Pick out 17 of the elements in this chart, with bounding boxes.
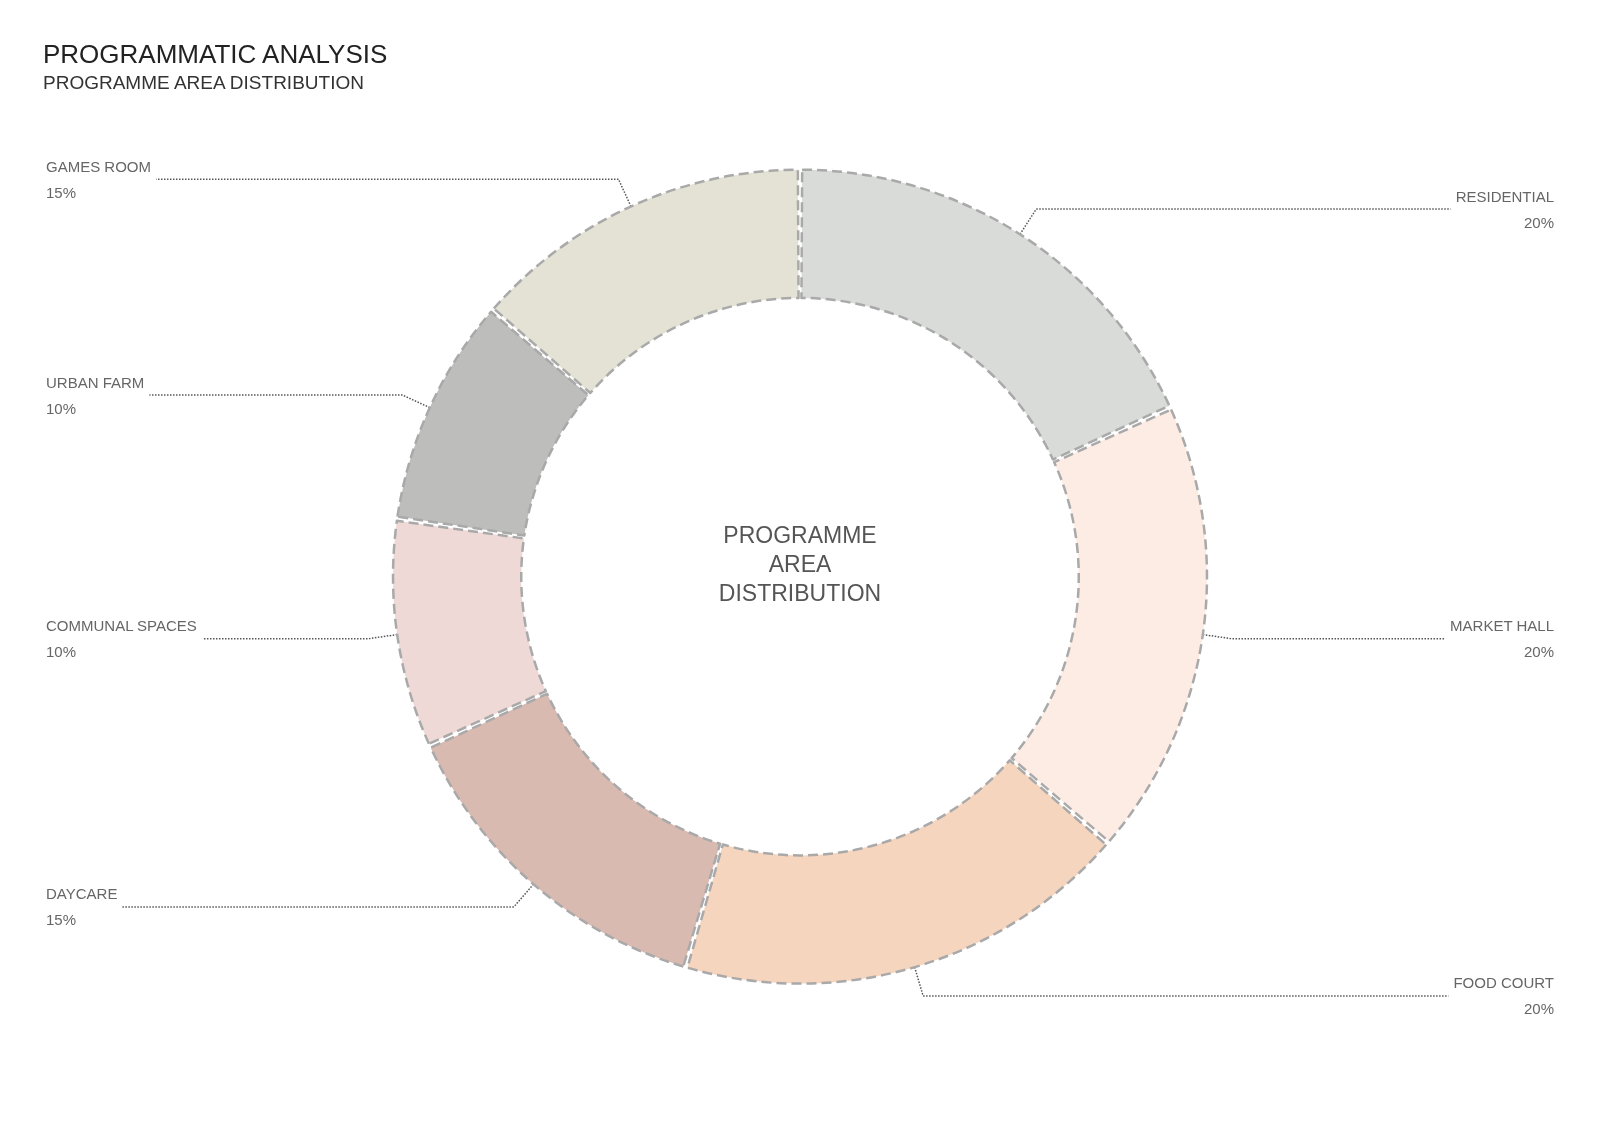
data-label: 10% — [46, 399, 77, 417]
data-label: 10% — [46, 643, 77, 661]
slice-label: DAYCARE — [46, 885, 118, 903]
data-label: 20% — [1523, 643, 1554, 661]
slice-label: RESIDENTIAL — [1455, 187, 1554, 205]
slice-label: GAMES ROOM — [46, 157, 152, 175]
slice-label: FOOD COURT — [1453, 974, 1554, 992]
chart-title: PROGRAMMATIC ANALYSIS — [43, 39, 388, 69]
data-label: 15% — [46, 911, 77, 929]
data-label: 20% — [1523, 213, 1554, 231]
text: PROGRAMME AREA DISTRIBUTION — [718, 522, 882, 607]
chart-subtitle: PROGRAMME AREA DISTRIBUTION — [43, 72, 364, 93]
slice-label: MARKET HALL — [1450, 617, 1554, 635]
data-label: 20% — [1523, 1000, 1554, 1018]
slice-label: URBAN FARM — [46, 373, 145, 391]
data-label: 15% — [46, 183, 77, 201]
slice-label: COMMUNAL SPACES — [46, 617, 197, 635]
